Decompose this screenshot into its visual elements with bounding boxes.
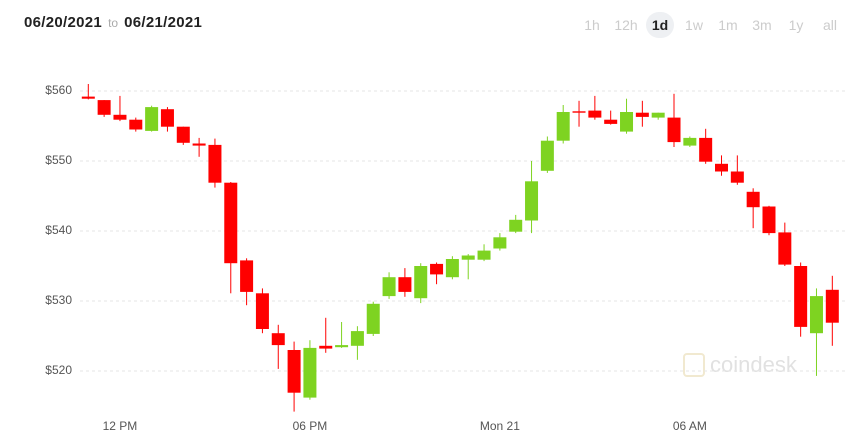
date-to: 06/21/2021 <box>124 14 203 31</box>
range-button[interactable]: 12h <box>614 17 638 33</box>
x-tick-label: Mon 21 <box>480 419 520 433</box>
y-tick-label: $540 <box>45 223 72 237</box>
candle-body <box>192 143 206 146</box>
candle-body <box>335 345 349 348</box>
candle-body <box>556 112 570 141</box>
candle-body <box>255 293 269 329</box>
candle-body <box>414 266 428 299</box>
range-button[interactable]: 1m <box>718 17 738 33</box>
candle-body <box>145 107 159 131</box>
range-buttons: 1h 12h 1d 1w 1m 3m 1y all <box>578 12 844 38</box>
candle-body <box>398 277 412 292</box>
candle-body <box>382 277 396 297</box>
candle-body <box>113 114 127 120</box>
range-button[interactable]: 1y <box>788 17 804 33</box>
candle-body <box>445 259 459 278</box>
x-tick-label: 12 PM <box>103 419 138 433</box>
candle-body <box>825 289 839 323</box>
candle-body <box>588 110 602 118</box>
candle-body <box>97 100 111 115</box>
plot <box>80 84 846 412</box>
candle-body <box>303 347 317 398</box>
candle-body <box>81 96 95 99</box>
candle-body <box>651 112 665 118</box>
candle-body <box>683 137 697 146</box>
candle-body <box>350 331 364 346</box>
candle-body <box>525 181 539 221</box>
candle-body <box>715 163 728 172</box>
y-tick-label: $560 <box>45 83 72 97</box>
candle-body <box>224 182 238 264</box>
range-button[interactable]: 1h <box>584 17 600 33</box>
candle-body <box>271 333 285 346</box>
candle-body <box>430 263 444 275</box>
x-tick-label: 06 PM <box>293 419 328 433</box>
candle-body <box>160 109 174 127</box>
candle-body <box>778 232 792 265</box>
candle-body <box>493 237 507 249</box>
range-button[interactable]: all <box>822 17 837 33</box>
candle-body <box>762 206 776 234</box>
y-tick-label: $550 <box>45 153 72 167</box>
candle-body <box>572 111 586 113</box>
candle-body <box>620 112 634 132</box>
candle-body <box>461 255 475 260</box>
candle-body <box>319 345 333 349</box>
candle-body <box>208 144 222 183</box>
watermark-logo <box>683 353 705 377</box>
x-tick-label: 06 AM <box>673 419 707 433</box>
candle-body <box>366 303 380 334</box>
date-from: 06/20/2021 <box>24 14 103 31</box>
candle-body <box>667 117 681 143</box>
candle-body <box>176 126 190 143</box>
candle-body <box>635 112 649 117</box>
watermark: coindesk <box>683 352 798 377</box>
candle-body <box>809 296 823 334</box>
range-button[interactable]: 3m <box>752 17 772 33</box>
watermark-text: coindesk <box>710 352 798 377</box>
candle-body <box>129 119 143 130</box>
candle-body <box>287 350 301 393</box>
candle-body <box>746 191 760 208</box>
range-button[interactable]: 1w <box>685 17 703 33</box>
y-tick-label: $530 <box>45 293 72 307</box>
candle-body <box>794 266 808 327</box>
date-to-label: to <box>108 16 119 30</box>
candle-body <box>604 119 618 124</box>
y-tick-label: $520 <box>45 363 72 377</box>
candle-body <box>730 171 744 183</box>
candle-body <box>477 250 491 260</box>
candle-body <box>240 260 254 292</box>
candle-body <box>509 219 523 232</box>
range-button[interactable]: 1d <box>646 12 674 38</box>
candle-body <box>540 140 554 171</box>
date-range: 06/20/2021 to 06/21/2021 <box>24 14 202 31</box>
candle-body <box>699 137 713 162</box>
